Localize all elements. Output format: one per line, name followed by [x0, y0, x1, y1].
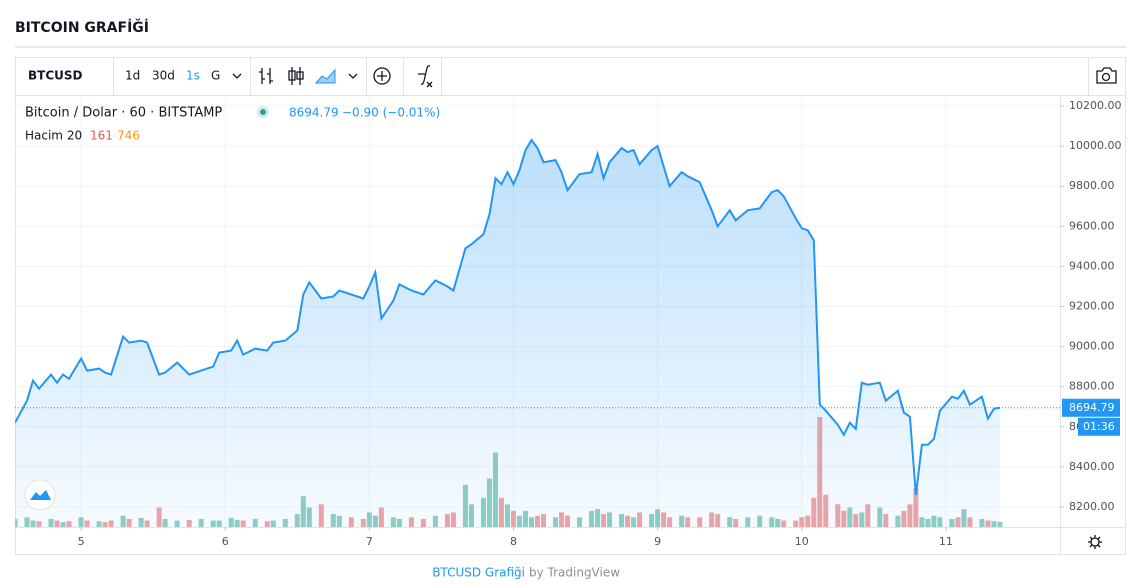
interval-button[interactable]: 1d	[125, 69, 140, 83]
x-tick-label: 5	[78, 535, 85, 548]
toolbar: BTCUSD 1d 30d 1s G	[28, 58, 1117, 95]
page-title: BITCOIN GRAFİĞİ	[15, 18, 149, 36]
settings-icon[interactable]	[1088, 535, 1102, 549]
volume-bar	[997, 521, 1003, 527]
last-price-tag	[1062, 398, 1120, 417]
bar-style-icon[interactable]	[259, 68, 273, 84]
footer-by: by TradingView	[529, 566, 620, 580]
y-tick-label: 9800.00	[1069, 179, 1115, 192]
status-dot	[260, 109, 266, 115]
x-tick-label: 8	[510, 535, 517, 548]
style-menu[interactable]	[348, 73, 358, 79]
y-tick-label: 9200.00	[1069, 299, 1115, 312]
snapshot-lens	[1101, 72, 1111, 82]
logo-button[interactable]	[24, 479, 56, 511]
series-legend: Bitcoin / Dolar · 60 · BITSTAMP	[25, 106, 222, 121]
legend: Bitcoin / Dolar · 60 · BITSTAMP 8694.79 …	[25, 106, 440, 143]
area-style-icon[interactable]	[314, 68, 336, 84]
compare-plus	[377, 71, 387, 81]
interval-menu[interactable]	[232, 73, 242, 79]
plot	[15, 138, 1060, 527]
axes: 8200.008400.008600.008800.009000.009200.…	[78, 99, 1122, 548]
x-tick-label: 11	[939, 535, 953, 548]
footer-link[interactable]: BTCUSD Grafiği	[432, 566, 525, 580]
price-line	[15, 138, 1001, 496]
interval-button[interactable]: 1s	[186, 69, 200, 83]
y-tick-label: 10000.00	[1069, 139, 1122, 152]
symbol[interactable]: BTCUSD	[28, 69, 83, 83]
x-tick-label: 6	[222, 535, 229, 548]
y-tick-label: 8800.00	[1069, 380, 1115, 393]
logo	[30, 490, 51, 500]
y-tick-label: 9600.00	[1069, 219, 1115, 232]
countdown-tag	[1078, 417, 1120, 436]
interval-button[interactable]: 30d	[152, 69, 175, 83]
y-tick-label: 10200.00	[1069, 99, 1122, 112]
price-change: −0.90 (−0.01%)	[342, 106, 440, 120]
y-tick-label: 9000.00	[1069, 340, 1115, 353]
volume-ma: 746	[117, 129, 140, 143]
last-price: 8694.79	[289, 106, 339, 120]
y-tick-label: 9400.00	[1069, 259, 1115, 272]
price-area	[15, 140, 1000, 527]
countdown-label: 01:36	[1083, 420, 1115, 433]
volume-last: 161	[90, 129, 113, 143]
x-tick-label: 10	[795, 535, 809, 548]
y-tick-label: 8400.00	[1069, 460, 1115, 473]
x-tick-label: 7	[366, 535, 373, 548]
compare-icon[interactable]	[373, 67, 391, 85]
last-price-label: 8694.79	[1069, 401, 1115, 414]
indicators-icon[interactable]	[418, 65, 433, 88]
y-tick-label: 8200.00	[1069, 500, 1115, 513]
snapshot-icon[interactable]	[1096, 67, 1117, 84]
gear	[1090, 537, 1100, 547]
candle-style-icon[interactable]	[288, 67, 304, 85]
interval-button[interactable]: G	[211, 69, 220, 83]
gear-teeth	[1088, 535, 1102, 549]
x-tick-label: 9	[654, 535, 661, 548]
volume-legend: Hacim 20	[25, 129, 82, 143]
